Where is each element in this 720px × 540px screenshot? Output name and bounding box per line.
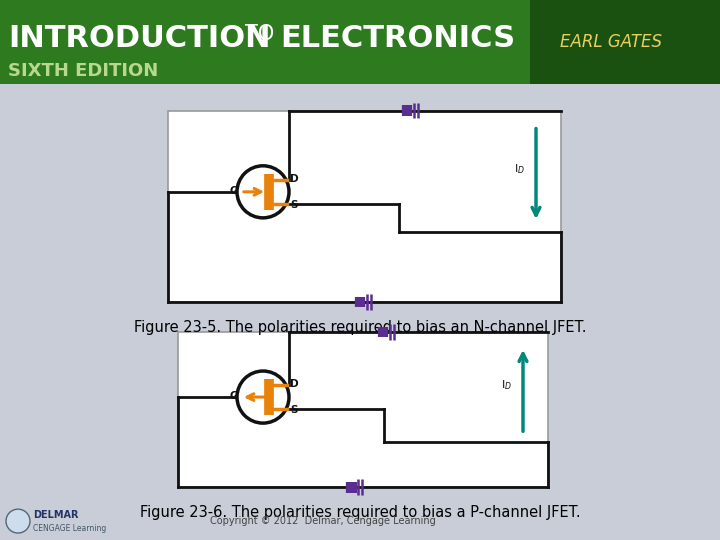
Text: ELECTRONICS: ELECTRONICS [280,24,515,53]
Text: S: S [290,405,297,415]
Text: INTRODUCTION: INTRODUCTION [8,24,271,53]
Circle shape [6,509,30,533]
Circle shape [237,371,289,423]
Text: S: S [290,200,297,210]
Text: Figure 23-5. The polarities required to bias an N-channel JFET.: Figure 23-5. The polarities required to … [134,320,586,335]
Text: Figure 23-6. The polarities required to bias a P-channel JFET.: Figure 23-6. The polarities required to … [140,505,580,520]
Bar [530,0,720,84]
Bar [178,332,548,487]
Text: I$_D$: I$_D$ [514,162,525,176]
Text: SIXTH EDITION: SIXTH EDITION [8,62,158,80]
Text: I$_D$: I$_D$ [501,379,512,393]
Text: D: D [290,174,299,184]
Text: Copyright © 2012  Delmar, Cengage Learning: Copyright © 2012 Delmar, Cengage Learnin… [210,516,436,526]
Bar [168,111,561,302]
Text: EARL GATES: EARL GATES [560,33,662,51]
Text: CENGAGE Learning: CENGAGE Learning [33,524,107,532]
Text: DELMAR: DELMAR [33,510,78,520]
Text: D: D [290,379,299,389]
Text: G: G [229,186,238,196]
Text: TO: TO [245,24,274,44]
Text: G: G [229,391,238,401]
Circle shape [237,166,289,218]
